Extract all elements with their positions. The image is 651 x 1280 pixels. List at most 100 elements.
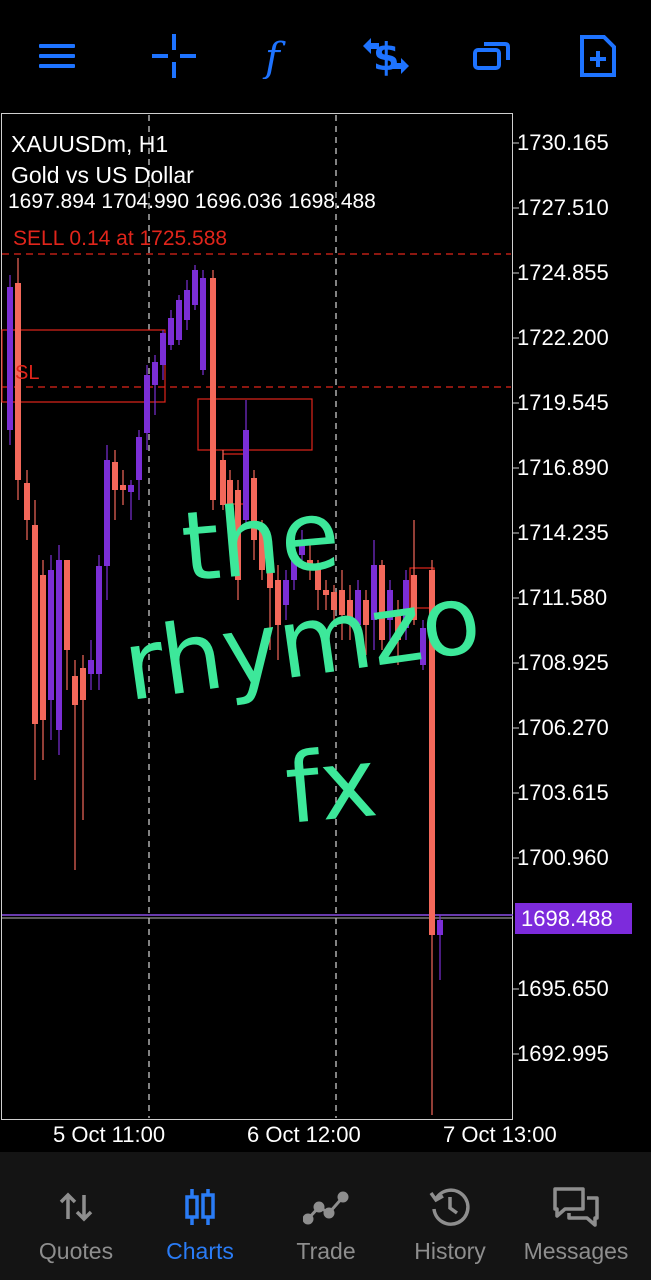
candle-body <box>283 580 289 605</box>
candle-body <box>152 362 158 385</box>
nav-trade-label: Trade <box>296 1238 356 1264</box>
candle-body <box>243 430 249 520</box>
symbol-label: XAUUSDm, H1 <box>11 131 169 157</box>
nav-history[interactable]: History <box>404 1152 496 1280</box>
nav-charts[interactable]: Charts <box>152 1152 248 1280</box>
top-toolbar: f $ <box>0 0 651 113</box>
nav-history-label: History <box>414 1238 486 1264</box>
messages-icon <box>551 1186 601 1228</box>
candle-body <box>24 483 30 520</box>
candle-body <box>355 590 361 625</box>
candle-body <box>363 600 369 625</box>
candle-body <box>267 570 273 588</box>
candle-body <box>32 525 38 724</box>
candle-body <box>176 300 182 340</box>
price-axis-label: 1719.545 <box>517 390 609 415</box>
price-axis-label: 1711.580 <box>517 585 608 610</box>
candle-body <box>387 590 393 620</box>
price-axis-label: 1714.235 <box>517 520 609 545</box>
candle-body <box>7 287 13 430</box>
charts-icon <box>182 1186 218 1228</box>
candle-body <box>235 490 241 580</box>
new-document-icon[interactable] <box>568 26 628 86</box>
candle-body <box>144 375 150 433</box>
crosshair-icon[interactable] <box>144 26 204 86</box>
candle-body <box>395 610 401 640</box>
candle-body <box>437 920 443 935</box>
quotes-icon <box>58 1186 94 1228</box>
candle-body <box>379 565 385 640</box>
price-axis-label: 1716.890 <box>517 455 609 480</box>
candle-body <box>291 560 297 580</box>
price-axis-label: 1727.510 <box>517 195 609 220</box>
sell-order-label: SELL 0.14 at 1725.588 <box>13 227 228 250</box>
candle-body <box>40 575 46 720</box>
candle-body <box>112 462 118 490</box>
candle-body <box>210 278 216 500</box>
candle-body <box>200 278 206 370</box>
zone-box <box>1 329 166 403</box>
candle-body <box>323 590 329 595</box>
candle-body <box>104 460 110 566</box>
nav-quotes-label: Quotes <box>38 1238 114 1264</box>
candle-body <box>403 580 409 628</box>
candle-body <box>160 333 166 365</box>
price-axis-label: 1730.165 <box>517 130 609 155</box>
candle-body <box>339 590 345 615</box>
candle-body <box>275 580 281 625</box>
candle-body <box>220 460 226 505</box>
nav-trade[interactable]: Trade <box>278 1152 374 1280</box>
watermark-word-1: the <box>177 478 345 604</box>
time-axis-label: 5 Oct 11:00 <box>53 1122 166 1147</box>
price-axis-label: 1708.925 <box>517 650 609 675</box>
price-axis-label: 1706.270 <box>517 715 609 740</box>
menu-icon[interactable] <box>27 26 87 86</box>
candle-body <box>88 660 94 674</box>
price-axis-label: 1722.200 <box>517 325 609 350</box>
price-axis-label: 1700.960 <box>517 845 609 870</box>
candle-body <box>120 485 126 490</box>
candle-body <box>184 290 190 320</box>
indicators-icon[interactable]: f <box>249 26 309 86</box>
candle-body <box>420 628 426 665</box>
candle-body <box>168 318 174 345</box>
candle-body <box>411 575 417 620</box>
candle-body <box>136 437 142 480</box>
candle-body <box>56 560 62 730</box>
nav-messages-label: Messages <box>523 1238 629 1264</box>
candle-body <box>15 283 21 480</box>
price-chart <box>1 115 519 1118</box>
bottom-navigation: Quotes Charts Trade History Messages <box>0 1152 651 1280</box>
candle-body <box>371 565 377 620</box>
symbol-description: Gold vs US Dollar <box>11 162 194 188</box>
zone-box <box>197 398 313 451</box>
candle-body <box>64 560 70 650</box>
price-axis-label: 1695.650 <box>517 976 609 1001</box>
candle-body <box>72 676 78 705</box>
candle-body <box>192 270 198 305</box>
trade-dollar-icon[interactable]: $ <box>356 26 416 86</box>
candle-body <box>429 570 435 935</box>
candle-body <box>48 570 54 700</box>
candle-body <box>227 480 233 520</box>
timeframe-icon[interactable] <box>462 26 522 86</box>
chart-area[interactable] <box>1 113 513 1120</box>
current-price-badge: 1698.488 <box>515 903 632 934</box>
candle-body <box>347 600 353 620</box>
stop-loss-label: SL <box>15 362 40 384</box>
ohlc-values: 1697.894 1704.990 1696.036 1698.488 <box>8 190 376 213</box>
watermark-word-3: fx <box>281 726 382 846</box>
candle-body <box>96 566 102 674</box>
time-axis-label: 7 Oct 13:00 <box>443 1122 557 1147</box>
nav-quotes[interactable]: Quotes <box>28 1152 124 1280</box>
candle-body <box>307 560 313 570</box>
price-axis-label: 1724.855 <box>517 260 609 285</box>
nav-messages[interactable]: Messages <box>514 1152 638 1280</box>
candle-body <box>128 485 134 492</box>
time-axis-label: 6 Oct 12:00 <box>247 1122 361 1147</box>
candle-body <box>299 545 305 555</box>
candle-body <box>315 565 321 590</box>
candle-body <box>331 592 337 610</box>
history-icon <box>428 1186 472 1228</box>
svg-text:$: $ <box>373 35 399 79</box>
